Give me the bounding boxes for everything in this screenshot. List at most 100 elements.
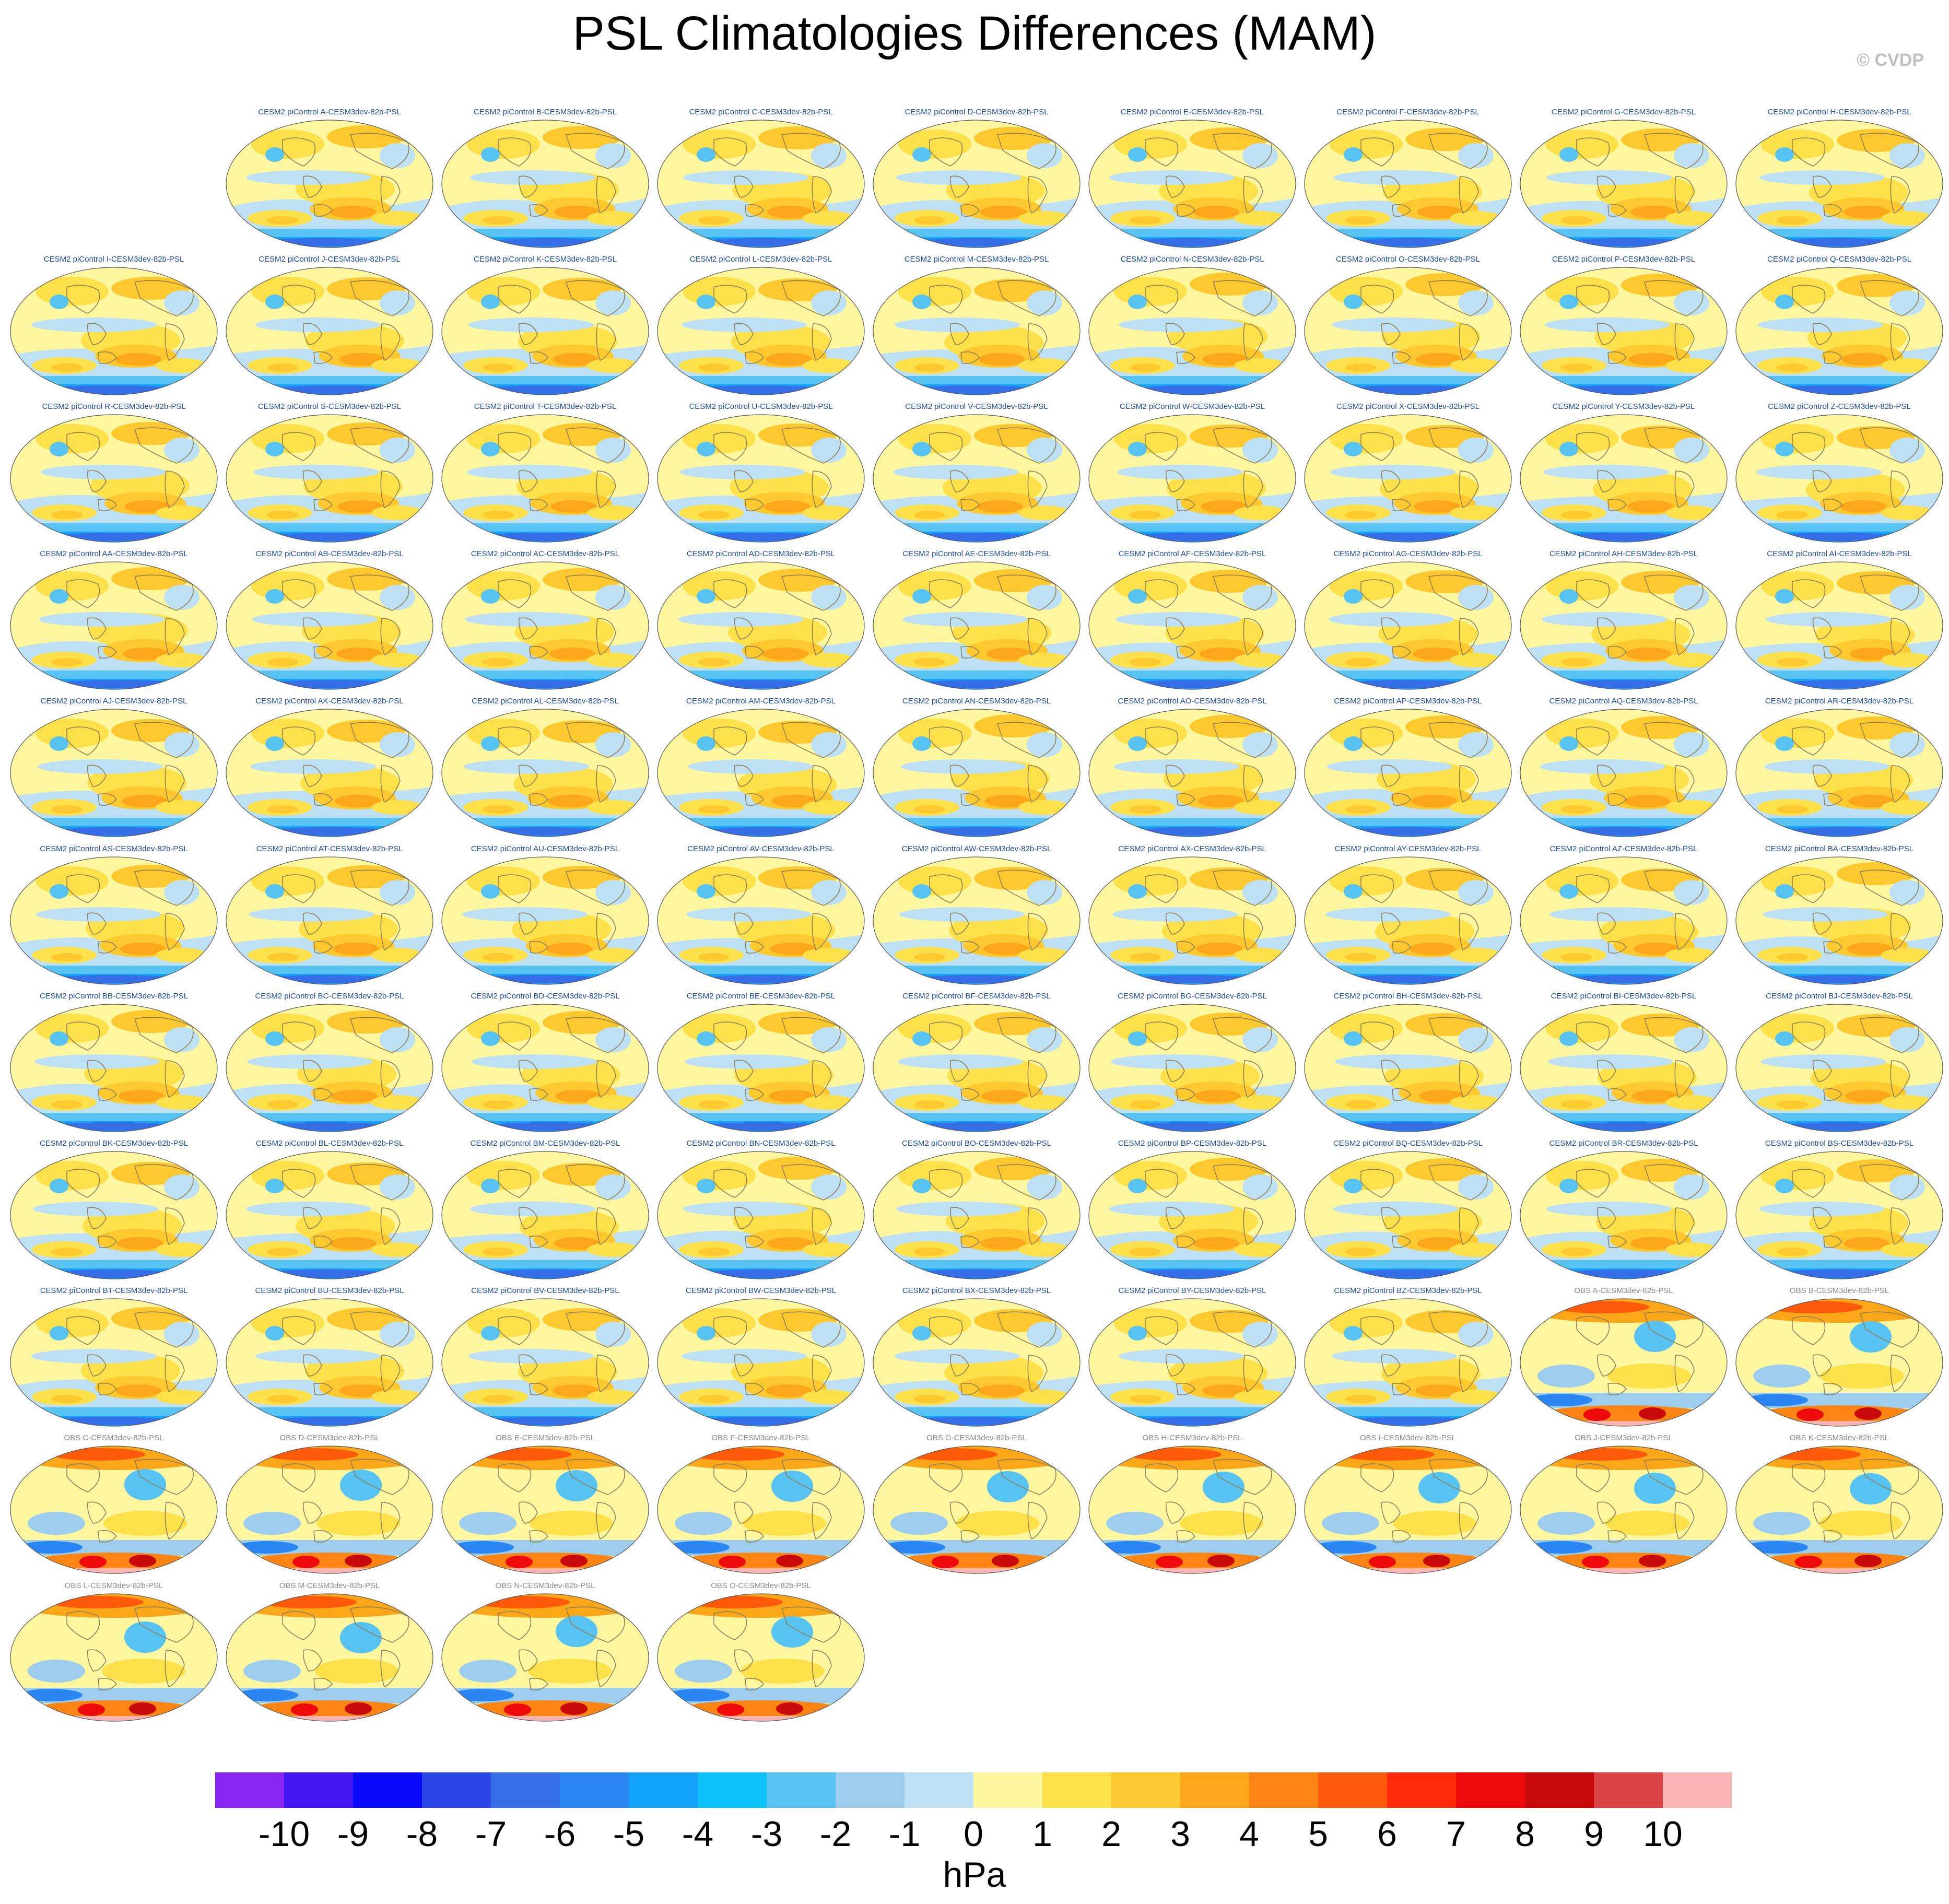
map-panel-model: CESM2 piControl BQ-CESM3dev-82b-PSL — [1304, 1139, 1512, 1280]
map-panel-model: CESM2 piControl BE-CESM3dev-82b-PSL — [656, 992, 865, 1133]
colorbar-swatch — [1249, 1772, 1318, 1808]
map-panel-model: CESM2 piControl BA-CESM3dev-82b-PSL — [1735, 844, 1944, 985]
map-panel — [873, 1004, 1081, 1132]
panel-title: CESM2 piControl AY-CESM3dev-82b-PSL — [1334, 844, 1482, 853]
panel-title: CESM2 piControl BU-CESM3dev-82b-PSL — [255, 1286, 404, 1295]
panel-title: CESM2 piControl AR-CESM3dev-82b-PSL — [1765, 697, 1914, 706]
colorbar-tick-label: -3 — [750, 1814, 783, 1854]
map-panel — [226, 1298, 433, 1427]
map-panel-model: CESM2 piControl AG-CESM3dev-82b-PSL — [1304, 549, 1512, 690]
map-panel — [657, 856, 865, 985]
map-panel-model: CESM2 piControl P-CESM3dev-82b-PSL — [1519, 255, 1728, 396]
panel-title: CESM2 piControl BD-CESM3dev-82b-PSL — [471, 992, 620, 1001]
map-panel-model: CESM2 piControl AF-CESM3dev-82b-PSL — [1088, 549, 1297, 690]
panel-title: CESM2 piControl N-CESM3dev-82b-PSL — [1120, 255, 1264, 264]
colorbar-swatch — [629, 1772, 698, 1808]
map-panel — [1520, 856, 1728, 985]
colorbar-tick-label: -1 — [888, 1814, 921, 1854]
map-panel-model: CESM2 piControl AC-CESM3dev-82b-PSL — [441, 549, 650, 690]
colorbar-tick-label: -9 — [337, 1814, 369, 1854]
map-panel — [441, 1298, 649, 1427]
map-panel — [1088, 267, 1296, 395]
map-panel-model: CESM2 piControl AM-CESM3dev-82b-PSL — [656, 697, 865, 838]
colorbar-swatch — [353, 1772, 422, 1808]
map-panel — [1088, 414, 1296, 543]
map-panel — [226, 1004, 433, 1132]
map-panel — [657, 267, 865, 395]
colorbar-swatch — [560, 1772, 629, 1808]
map-panel-model: CESM2 piControl Q-CESM3dev-82b-PSL — [1735, 255, 1944, 396]
panel-title: CESM2 piControl K-CESM3dev-82b-PSL — [473, 255, 617, 264]
map-panel — [226, 414, 433, 543]
map-panel — [441, 709, 649, 837]
colorbar-swatch — [284, 1772, 353, 1808]
colorbar-tick-label: 3 — [1170, 1814, 1190, 1854]
map-panel — [1520, 1004, 1728, 1132]
panel-title: CESM2 piControl J-CESM3dev-82b-PSL — [259, 255, 401, 264]
map-panel-model: CESM2 piControl AE-CESM3dev-82b-PSL — [872, 549, 1081, 690]
panel-title: CESM2 piControl BW-CESM3dev-82b-PSL — [685, 1286, 837, 1295]
panel-title: CESM2 piControl T-CESM3dev-82b-PSL — [474, 402, 617, 411]
map-panel — [1735, 1151, 1943, 1279]
map-panel-obs: OBS I-CESM3dev-82b-PSL — [1304, 1433, 1512, 1574]
panel-title: CESM2 piControl BR-CESM3dev-82b-PSL — [1549, 1139, 1698, 1148]
map-panel-model: CESM2 piControl BD-CESM3dev-82b-PSL — [441, 992, 650, 1133]
panel-title: CESM2 piControl AA-CESM3dev-82b-PSL — [40, 549, 188, 558]
map-panel-model: CESM2 piControl S-CESM3dev-82b-PSL — [225, 402, 434, 543]
map-panel-model: CESM2 piControl BC-CESM3dev-82b-PSL — [225, 992, 434, 1133]
map-panel — [1520, 120, 1728, 248]
map-panel — [1735, 267, 1943, 395]
map-panel — [657, 414, 865, 543]
panel-title: CESM2 piControl BO-CESM3dev-82b-PSL — [902, 1139, 1051, 1148]
panel-title: CESM2 piControl AX-CESM3dev-82b-PSL — [1118, 844, 1266, 853]
map-panel-obs: OBS B-CESM3dev-82b-PSL — [1735, 1286, 1944, 1427]
map-panel — [10, 1593, 218, 1722]
panel-title: CESM2 piControl BV-CESM3dev-82b-PSL — [471, 1286, 619, 1295]
panel-title: CESM2 piControl BS-CESM3dev-82b-PSL — [1765, 1139, 1914, 1148]
map-panel — [1735, 120, 1943, 248]
map-panel-model: CESM2 piControl BO-CESM3dev-82b-PSL — [872, 1139, 1081, 1280]
map-panel — [1088, 1298, 1296, 1427]
map-panel — [1304, 1151, 1512, 1279]
map-panel-model: CESM2 piControl M-CESM3dev-82b-PSL — [872, 255, 1081, 396]
map-panel-obs: OBS O-CESM3dev-82b-PSL — [656, 1581, 865, 1722]
colorbar-swatch — [1111, 1772, 1180, 1808]
colorbar-swatch — [1387, 1772, 1456, 1808]
panel-title: CESM2 piControl AS-CESM3dev-82b-PSL — [40, 844, 188, 853]
colorbar-tick-label: 7 — [1446, 1814, 1466, 1854]
map-panel — [873, 267, 1081, 395]
map-panel — [1735, 1298, 1943, 1427]
panel-title: CESM2 piControl V-CESM3dev-82b-PSL — [905, 402, 1048, 411]
map-panel-model: CESM2 piControl AS-CESM3dev-82b-PSL — [9, 844, 218, 985]
panel-title: CESM2 piControl Y-CESM3dev-82b-PSL — [1552, 402, 1695, 411]
map-panel — [1735, 856, 1943, 985]
map-panel-model: CESM2 piControl BT-CESM3dev-82b-PSL — [9, 1286, 218, 1427]
colorbar-swatch — [1180, 1772, 1249, 1808]
map-panel — [873, 1151, 1081, 1279]
map-panel — [441, 856, 649, 985]
map-panel — [657, 709, 865, 837]
panel-title: CESM2 piControl AK-CESM3dev-82b-PSL — [255, 697, 404, 706]
map-panel-model: CESM2 piControl AZ-CESM3dev-82b-PSL — [1519, 844, 1728, 985]
panel-title: CESM2 piControl BQ-CESM3dev-82b-PSL — [1333, 1139, 1483, 1148]
map-panel-model: CESM2 piControl AL-CESM3dev-82b-PSL — [441, 697, 650, 838]
panel-title: CESM2 piControl AB-CESM3dev-82b-PSL — [255, 549, 404, 558]
panel-title: CESM2 piControl O-CESM3dev-82b-PSL — [1336, 255, 1480, 264]
map-panel — [1735, 1004, 1943, 1132]
panel-title: OBS F-CESM3dev-82b-PSL — [711, 1433, 811, 1442]
map-panel — [1735, 561, 1943, 690]
panel-title: CESM2 piControl AV-CESM3dev-82b-PSL — [687, 844, 835, 853]
map-panel-model: CESM2 piControl AA-CESM3dev-82b-PSL — [9, 549, 218, 690]
panel-title: CESM2 piControl W-CESM3dev-82b-PSL — [1119, 402, 1265, 411]
map-panel — [657, 1445, 865, 1574]
map-panel — [1735, 1445, 1943, 1574]
colorbar-tick-label: -4 — [682, 1814, 714, 1854]
colorbar-swatch — [1318, 1772, 1387, 1808]
map-panel-model: CESM2 piControl AH-CESM3dev-82b-PSL — [1519, 549, 1728, 690]
panel-title: CESM2 piControl BN-CESM3dev-82b-PSL — [686, 1139, 836, 1148]
map-panel — [1088, 1004, 1296, 1132]
colorbar-swatch — [1663, 1772, 1732, 1808]
map-panel — [657, 120, 865, 248]
map-panel — [1304, 120, 1512, 248]
map-panel — [1304, 1298, 1512, 1427]
